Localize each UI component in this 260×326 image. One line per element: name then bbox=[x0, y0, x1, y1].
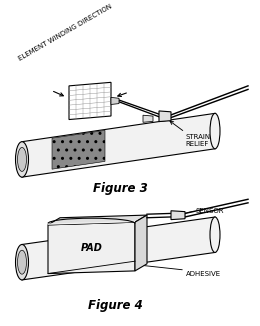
Text: ELEMENT WINDING DIRECTION: ELEMENT WINDING DIRECTION bbox=[18, 3, 114, 62]
Text: STRAIN
RELIEF: STRAIN RELIEF bbox=[185, 134, 210, 147]
Polygon shape bbox=[143, 115, 153, 122]
Ellipse shape bbox=[210, 113, 220, 149]
Text: ADHESIVE: ADHESIVE bbox=[186, 271, 221, 277]
Polygon shape bbox=[22, 217, 215, 280]
Ellipse shape bbox=[16, 244, 29, 280]
Text: SENSOR: SENSOR bbox=[196, 208, 224, 214]
Text: PAD: PAD bbox=[81, 243, 102, 253]
Polygon shape bbox=[52, 130, 105, 169]
Text: Figure 3: Figure 3 bbox=[93, 183, 147, 196]
Polygon shape bbox=[135, 215, 147, 271]
Polygon shape bbox=[171, 211, 185, 220]
Text: Figure 4: Figure 4 bbox=[88, 299, 142, 312]
Polygon shape bbox=[48, 222, 135, 274]
Polygon shape bbox=[48, 221, 135, 225]
Ellipse shape bbox=[16, 142, 29, 177]
Polygon shape bbox=[22, 113, 215, 177]
Polygon shape bbox=[48, 215, 147, 225]
Ellipse shape bbox=[210, 217, 220, 252]
Ellipse shape bbox=[17, 250, 27, 274]
Polygon shape bbox=[69, 82, 111, 120]
Polygon shape bbox=[159, 111, 171, 122]
Polygon shape bbox=[111, 97, 119, 104]
Ellipse shape bbox=[17, 147, 27, 171]
